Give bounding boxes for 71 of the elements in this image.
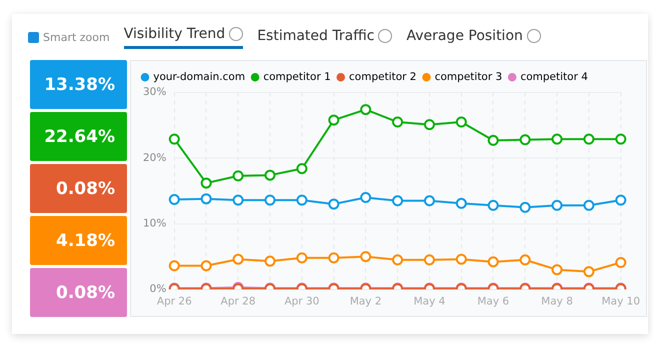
point xyxy=(360,104,372,116)
text: 0.08% xyxy=(30,164,127,213)
point xyxy=(200,260,212,272)
point xyxy=(520,134,531,146)
y-tick-label: 10% xyxy=(142,218,166,230)
y-tick-label: 20% xyxy=(142,152,166,164)
point xyxy=(583,200,594,211)
point xyxy=(200,193,212,204)
point xyxy=(552,200,563,211)
y-tick-label: 0% xyxy=(150,283,166,296)
legend-label: competitor 1 xyxy=(263,70,331,83)
x-tick-label: Apr 26 xyxy=(156,295,192,308)
point xyxy=(168,134,180,145)
x-tick-label: May 10 xyxy=(602,295,640,308)
point xyxy=(264,170,276,181)
x-tick-label: May 2 xyxy=(350,295,382,308)
x-tick-label: May 4 xyxy=(414,295,446,308)
point xyxy=(424,254,435,266)
point xyxy=(583,134,594,145)
point xyxy=(328,252,340,264)
point xyxy=(328,114,340,126)
legend-label: competitor 2 xyxy=(349,70,416,83)
point xyxy=(264,194,276,206)
point xyxy=(296,194,308,206)
point xyxy=(168,260,180,272)
text: 22.64% xyxy=(30,112,127,161)
point xyxy=(615,256,626,268)
point xyxy=(488,200,499,211)
point xyxy=(232,254,244,265)
point xyxy=(583,266,594,278)
point xyxy=(488,134,499,146)
chart-title: Visibility Trend xyxy=(124,26,226,42)
point xyxy=(392,116,404,128)
point xyxy=(360,251,372,262)
point xyxy=(232,194,244,206)
point xyxy=(520,202,531,213)
text: Average Position xyxy=(406,28,523,44)
text: 13.38% xyxy=(30,60,127,109)
legend-label: competitor 3 xyxy=(434,70,502,83)
point xyxy=(296,252,308,264)
point xyxy=(456,198,467,209)
point xyxy=(520,254,531,266)
point xyxy=(264,256,276,267)
x-tick-label: May 8 xyxy=(541,295,573,308)
legend-label: competitor 4 xyxy=(520,70,588,83)
point xyxy=(615,134,626,145)
point xyxy=(232,170,244,182)
text: 4.18% xyxy=(30,216,127,265)
point xyxy=(328,198,340,210)
point xyxy=(392,254,404,266)
text: 0.08% xyxy=(30,268,127,317)
point xyxy=(168,194,180,205)
point xyxy=(424,195,435,206)
text: Smart zoom xyxy=(43,31,110,44)
point xyxy=(200,178,212,189)
point xyxy=(360,192,372,204)
point xyxy=(552,134,563,145)
point xyxy=(456,116,467,128)
x-tick-label: May 6 xyxy=(477,295,510,308)
point xyxy=(392,195,404,206)
point xyxy=(488,256,499,268)
point xyxy=(615,194,626,206)
text: Estimated Traffic xyxy=(257,28,374,44)
point xyxy=(552,264,563,276)
y-tick-label: 30% xyxy=(142,86,166,98)
point xyxy=(456,254,467,265)
point xyxy=(296,163,308,174)
legend-label: your-domain.com xyxy=(153,70,246,83)
point xyxy=(424,119,435,130)
x-tick-label: Apr 30 xyxy=(284,295,320,308)
x-tick-label: Apr 28 xyxy=(220,295,256,308)
